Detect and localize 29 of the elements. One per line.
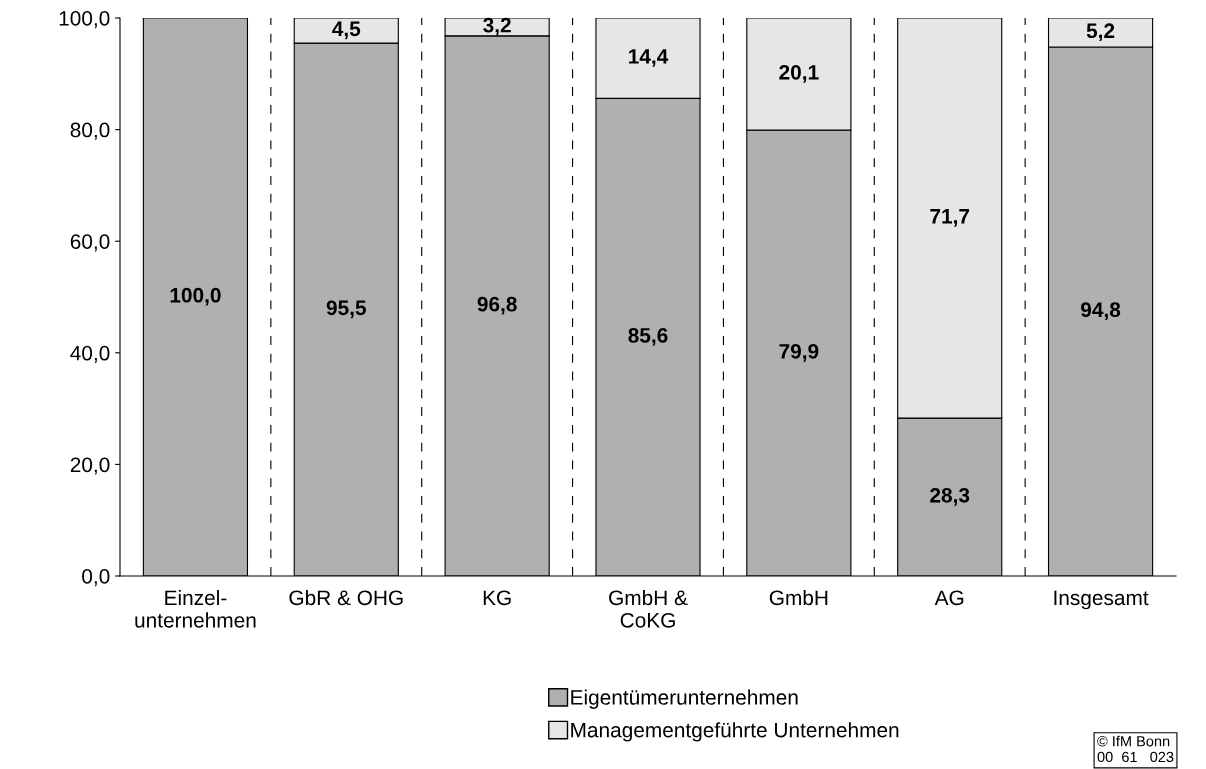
- x-tick-label: GmbH & CoKG: [609, 589, 688, 628]
- x-tick-label: GmbH: [769, 589, 828, 606]
- data-label: 79,9: [779, 343, 819, 362]
- legend-label: Managementgeführte Unternehmen: [571, 722, 899, 742]
- data-label: 28,3: [930, 487, 970, 506]
- x-tick-label: Einzel- unternehmen: [135, 589, 256, 628]
- text: © IfM Bonn 00 61 023: [1097, 735, 1174, 763]
- y-tick-label: 40,0: [70, 345, 110, 364]
- data-label: 4,5: [332, 21, 361, 40]
- x-tick-label: KG: [483, 590, 511, 606]
- data-label: 14,4: [629, 49, 669, 67]
- x-tick-label: GbR & OHG: [289, 589, 403, 606]
- data-label: 95,5: [326, 300, 366, 319]
- y-tick-label: 80,0: [70, 122, 110, 140]
- data-label: 100,0: [170, 287, 221, 306]
- data-label: 71,7: [930, 209, 970, 227]
- data-label: 96,8: [477, 296, 517, 315]
- x-tick-label: Insgesamt: [1054, 590, 1149, 610]
- legend-label: Eigentümerunternehmen: [571, 689, 798, 709]
- x-tick-label: AG: [934, 590, 964, 606]
- y-tick-label: 20,0: [70, 457, 110, 475]
- data-label: 5,2: [1086, 23, 1115, 42]
- y-tick-label: 60,0: [70, 234, 110, 252]
- y-tick-label: 0,0: [82, 569, 110, 587]
- y-tick-label: 100,0: [59, 11, 110, 29]
- data-label: 20,1: [779, 64, 819, 83]
- data-label: 94,8: [1081, 302, 1121, 321]
- data-label: 3,2: [483, 17, 511, 36]
- data-label: 85,6: [628, 328, 668, 346]
